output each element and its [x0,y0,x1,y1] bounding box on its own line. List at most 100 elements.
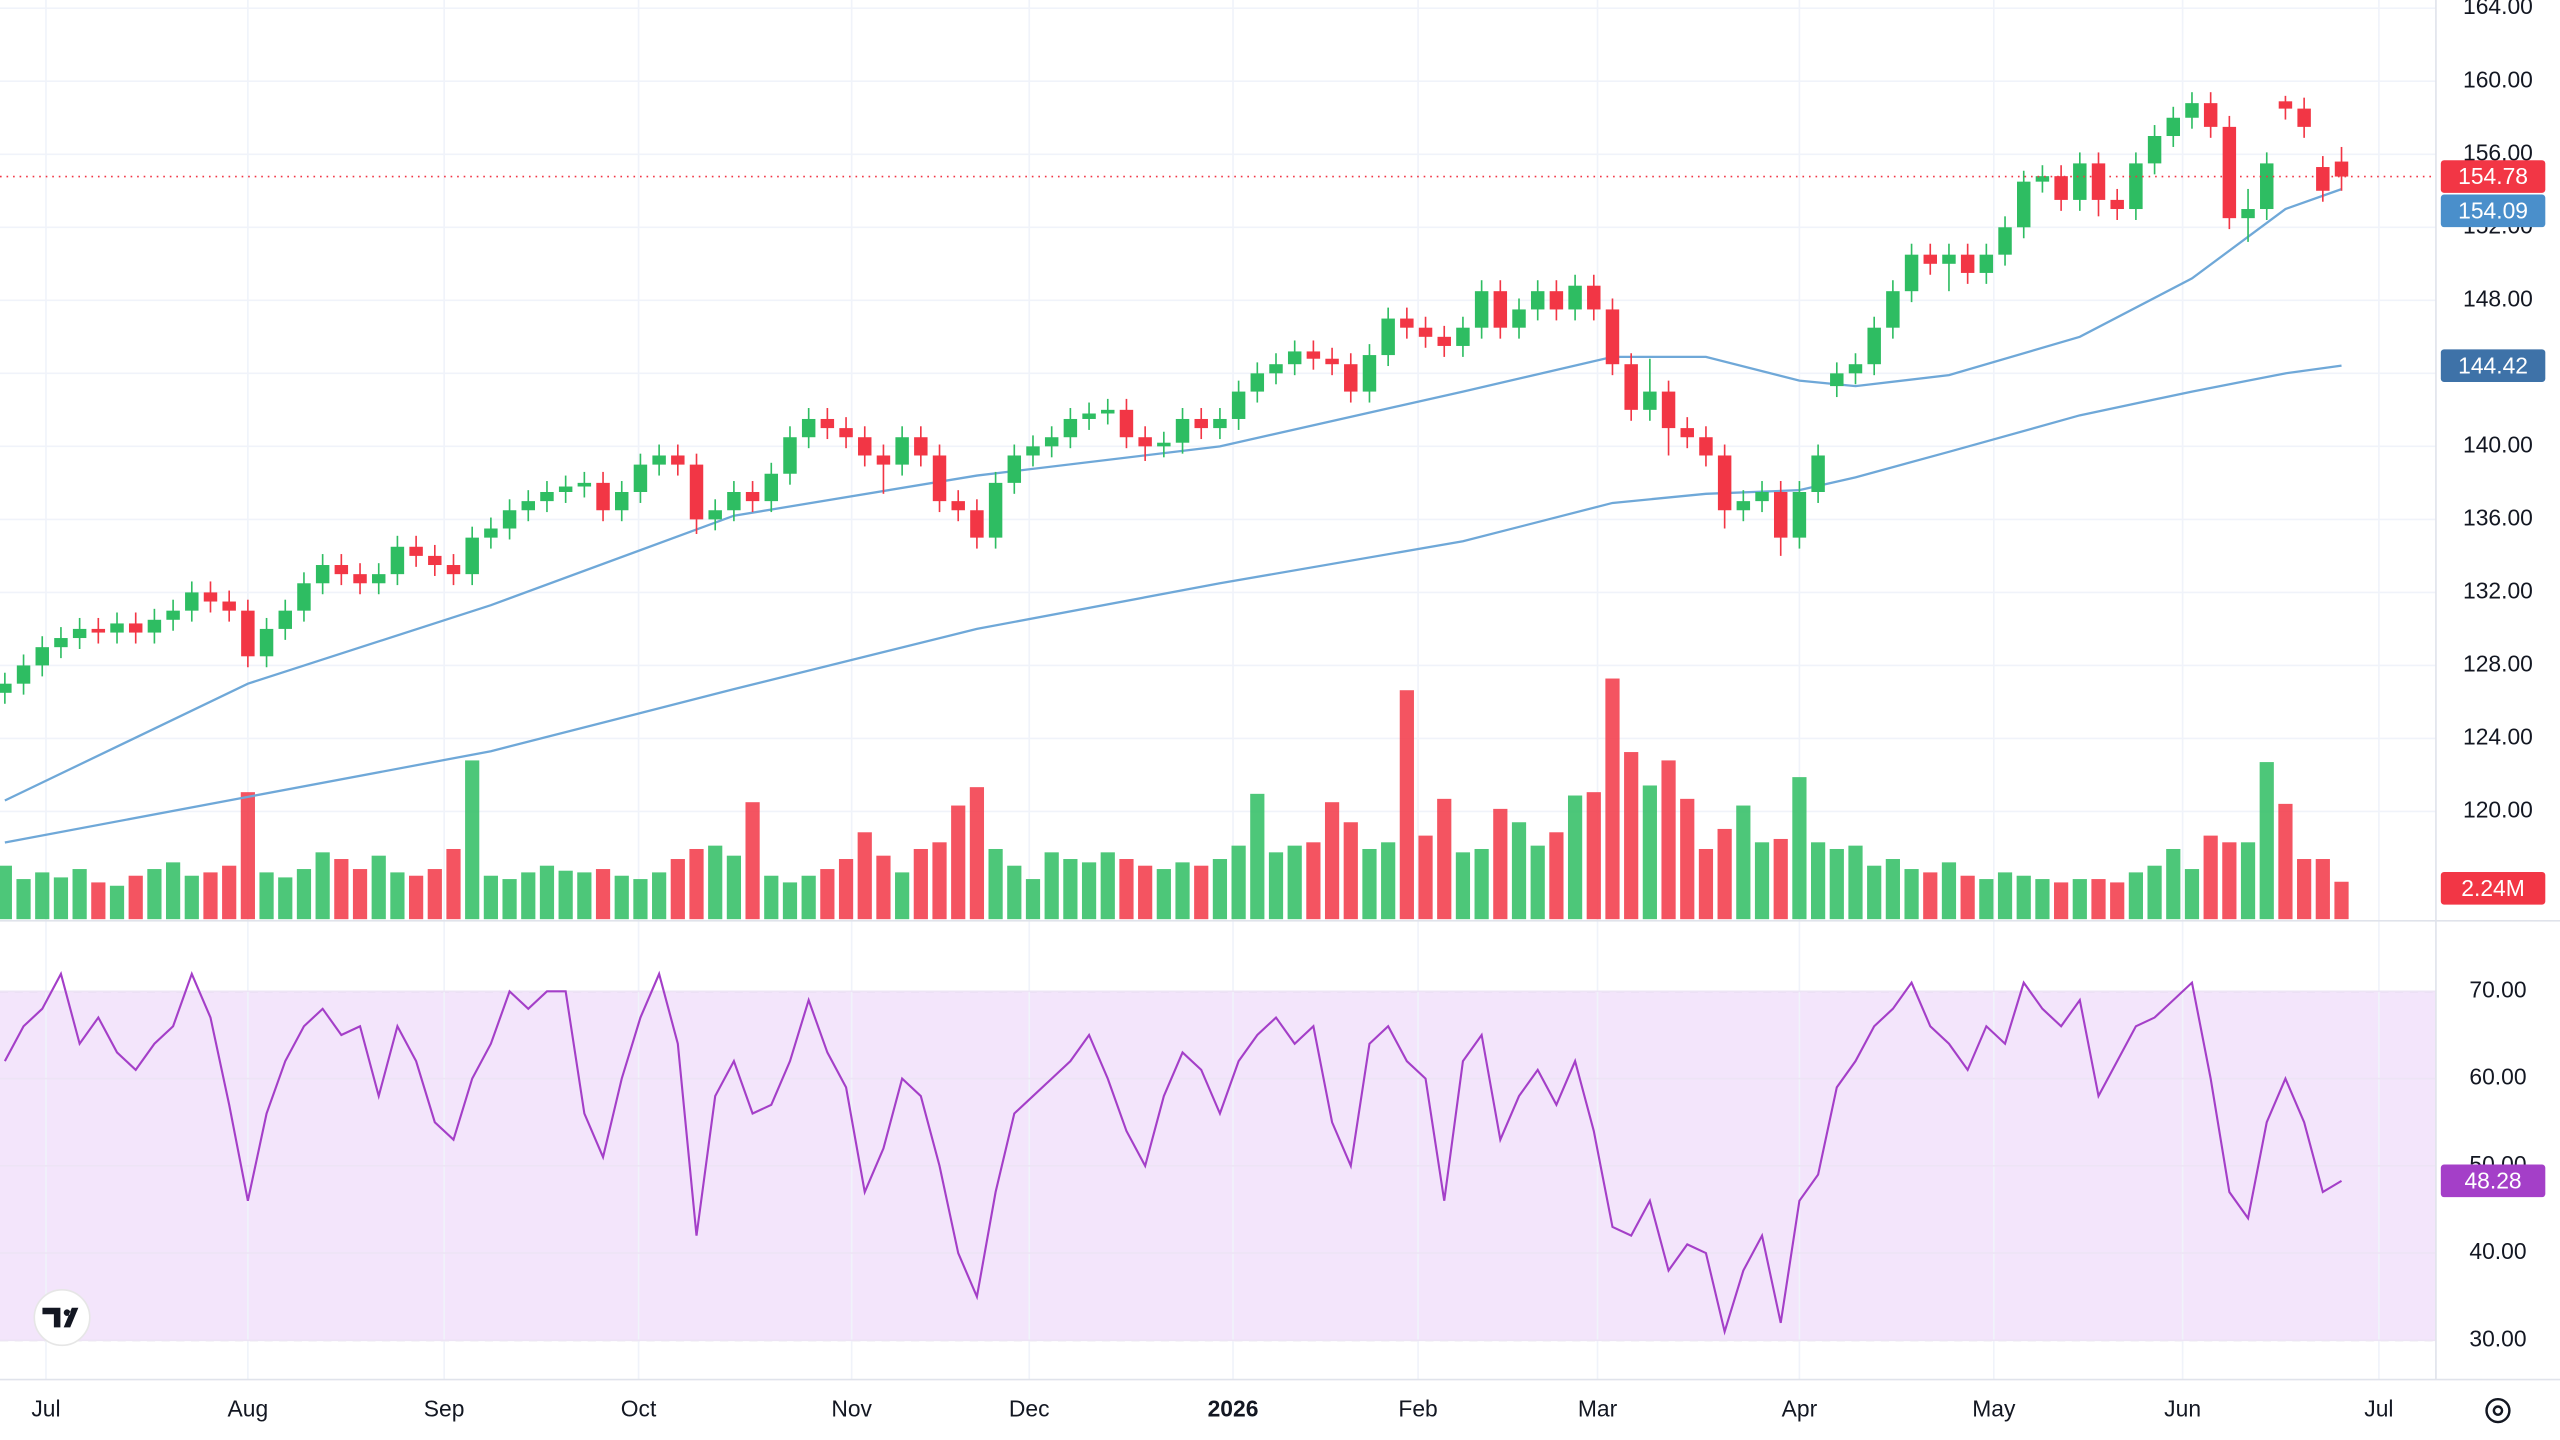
candle-body [1568,285,1582,310]
volume-bar [1287,845,1302,920]
candle-body [1530,291,1545,310]
volume-bar [165,862,181,920]
candle-body [147,619,162,633]
settings-icon[interactable] [2485,1397,2511,1424]
candle-body [446,565,461,575]
volume-bar [427,869,442,920]
volume-bar [1399,690,1414,920]
y-tick-label: 128.00 [2463,650,2533,676]
candle-body [633,464,648,492]
volume-bar [895,872,910,920]
volume-bar [1829,848,1844,920]
volume-bar [35,872,50,920]
volume-bar [1175,862,1190,920]
volume-bar [2110,882,2125,920]
candle-body [2203,103,2218,127]
volume-bar [2035,879,2050,920]
y-tick-label: 140.00 [2463,431,2533,457]
candle-body [1418,327,1433,337]
candle-body [1063,418,1078,438]
candle-body [1194,418,1208,429]
volume-bar [1306,842,1321,920]
volume-bar [652,872,667,920]
candle-body [2017,181,2031,228]
volume-bar [334,859,349,920]
volume-bar [1586,792,1601,920]
candle-body [540,491,554,502]
candle-body [502,510,517,529]
volume-bar [2184,869,2200,920]
candle-body [615,491,629,511]
volume-bar [91,882,106,920]
candle-body [1998,227,2012,255]
candle-body [671,455,685,465]
volume-bar [2203,835,2218,920]
volume-bar [502,879,517,920]
volume-bar [483,875,498,920]
volume-bar [1418,835,1433,920]
moving-average-label: 144.42 [2458,352,2528,378]
volume-bar [2334,881,2349,920]
volume-bar [2128,872,2143,920]
volume-bar [2315,859,2330,920]
volume-bar [1511,822,1527,920]
moving-average-line [4,188,2342,802]
volume-bar [1960,875,1975,920]
volume-bar [259,872,274,920]
marks-layer [0,92,2436,1336]
candle-body [858,437,872,456]
volume-bar [2147,865,2162,920]
volume-bar [1979,879,1994,920]
x-tick-label: 2026 [1208,1396,1259,1422]
candle-body [1605,309,1620,365]
candle-body [951,501,965,511]
volume-bar [315,852,330,920]
volume-bar [222,865,237,920]
volume-bar [390,872,405,920]
candle-body [1007,455,1022,483]
candle-body [1886,291,1900,328]
candle-body [876,455,891,465]
candle-body [914,437,928,456]
y-tick-label: 136.00 [2463,504,2533,530]
candle-body [1811,455,1825,492]
candle-body [1867,327,1881,365]
candle-body [839,428,853,438]
candle-body [727,491,741,511]
volume-bar [1493,808,1508,920]
candle-body [241,610,255,657]
candle-body [390,546,405,575]
volume-bar [128,875,143,920]
grid-layer [0,0,2436,1380]
candle-body [1231,391,1246,419]
volume-bar [1717,828,1732,920]
x-tick-label: Oct [621,1396,657,1422]
volume-bar [969,787,985,920]
volume-bar [670,859,685,920]
candle-body [2297,108,2311,127]
logo[interactable] [33,1288,91,1347]
volume-bar [16,879,31,920]
x-tick-label: Jul [2364,1396,2393,1422]
volume-bar [1661,760,1676,920]
volume-bar [1138,865,1153,920]
candle-body [1325,358,1339,365]
volume-bar [109,885,125,920]
candle-body [465,537,479,575]
volume-bar [1268,852,1284,920]
rsi-tick-label: 40.00 [2469,1238,2526,1264]
volume-bar [1025,879,1041,920]
volume-bar [1455,852,1471,920]
volume-bar [1624,752,1639,920]
volume-bar [1997,872,2013,920]
x-tick-label: May [1972,1396,2016,1422]
candle-body [1717,455,1732,511]
candle-body [988,482,1003,538]
candle-body [16,665,31,684]
volume-bar [240,792,255,920]
volume-bar [184,875,199,920]
x-tick-label: Dec [1009,1396,1050,1422]
candle-body [1306,351,1321,359]
candle-body [353,574,367,584]
candle-body [652,455,666,465]
